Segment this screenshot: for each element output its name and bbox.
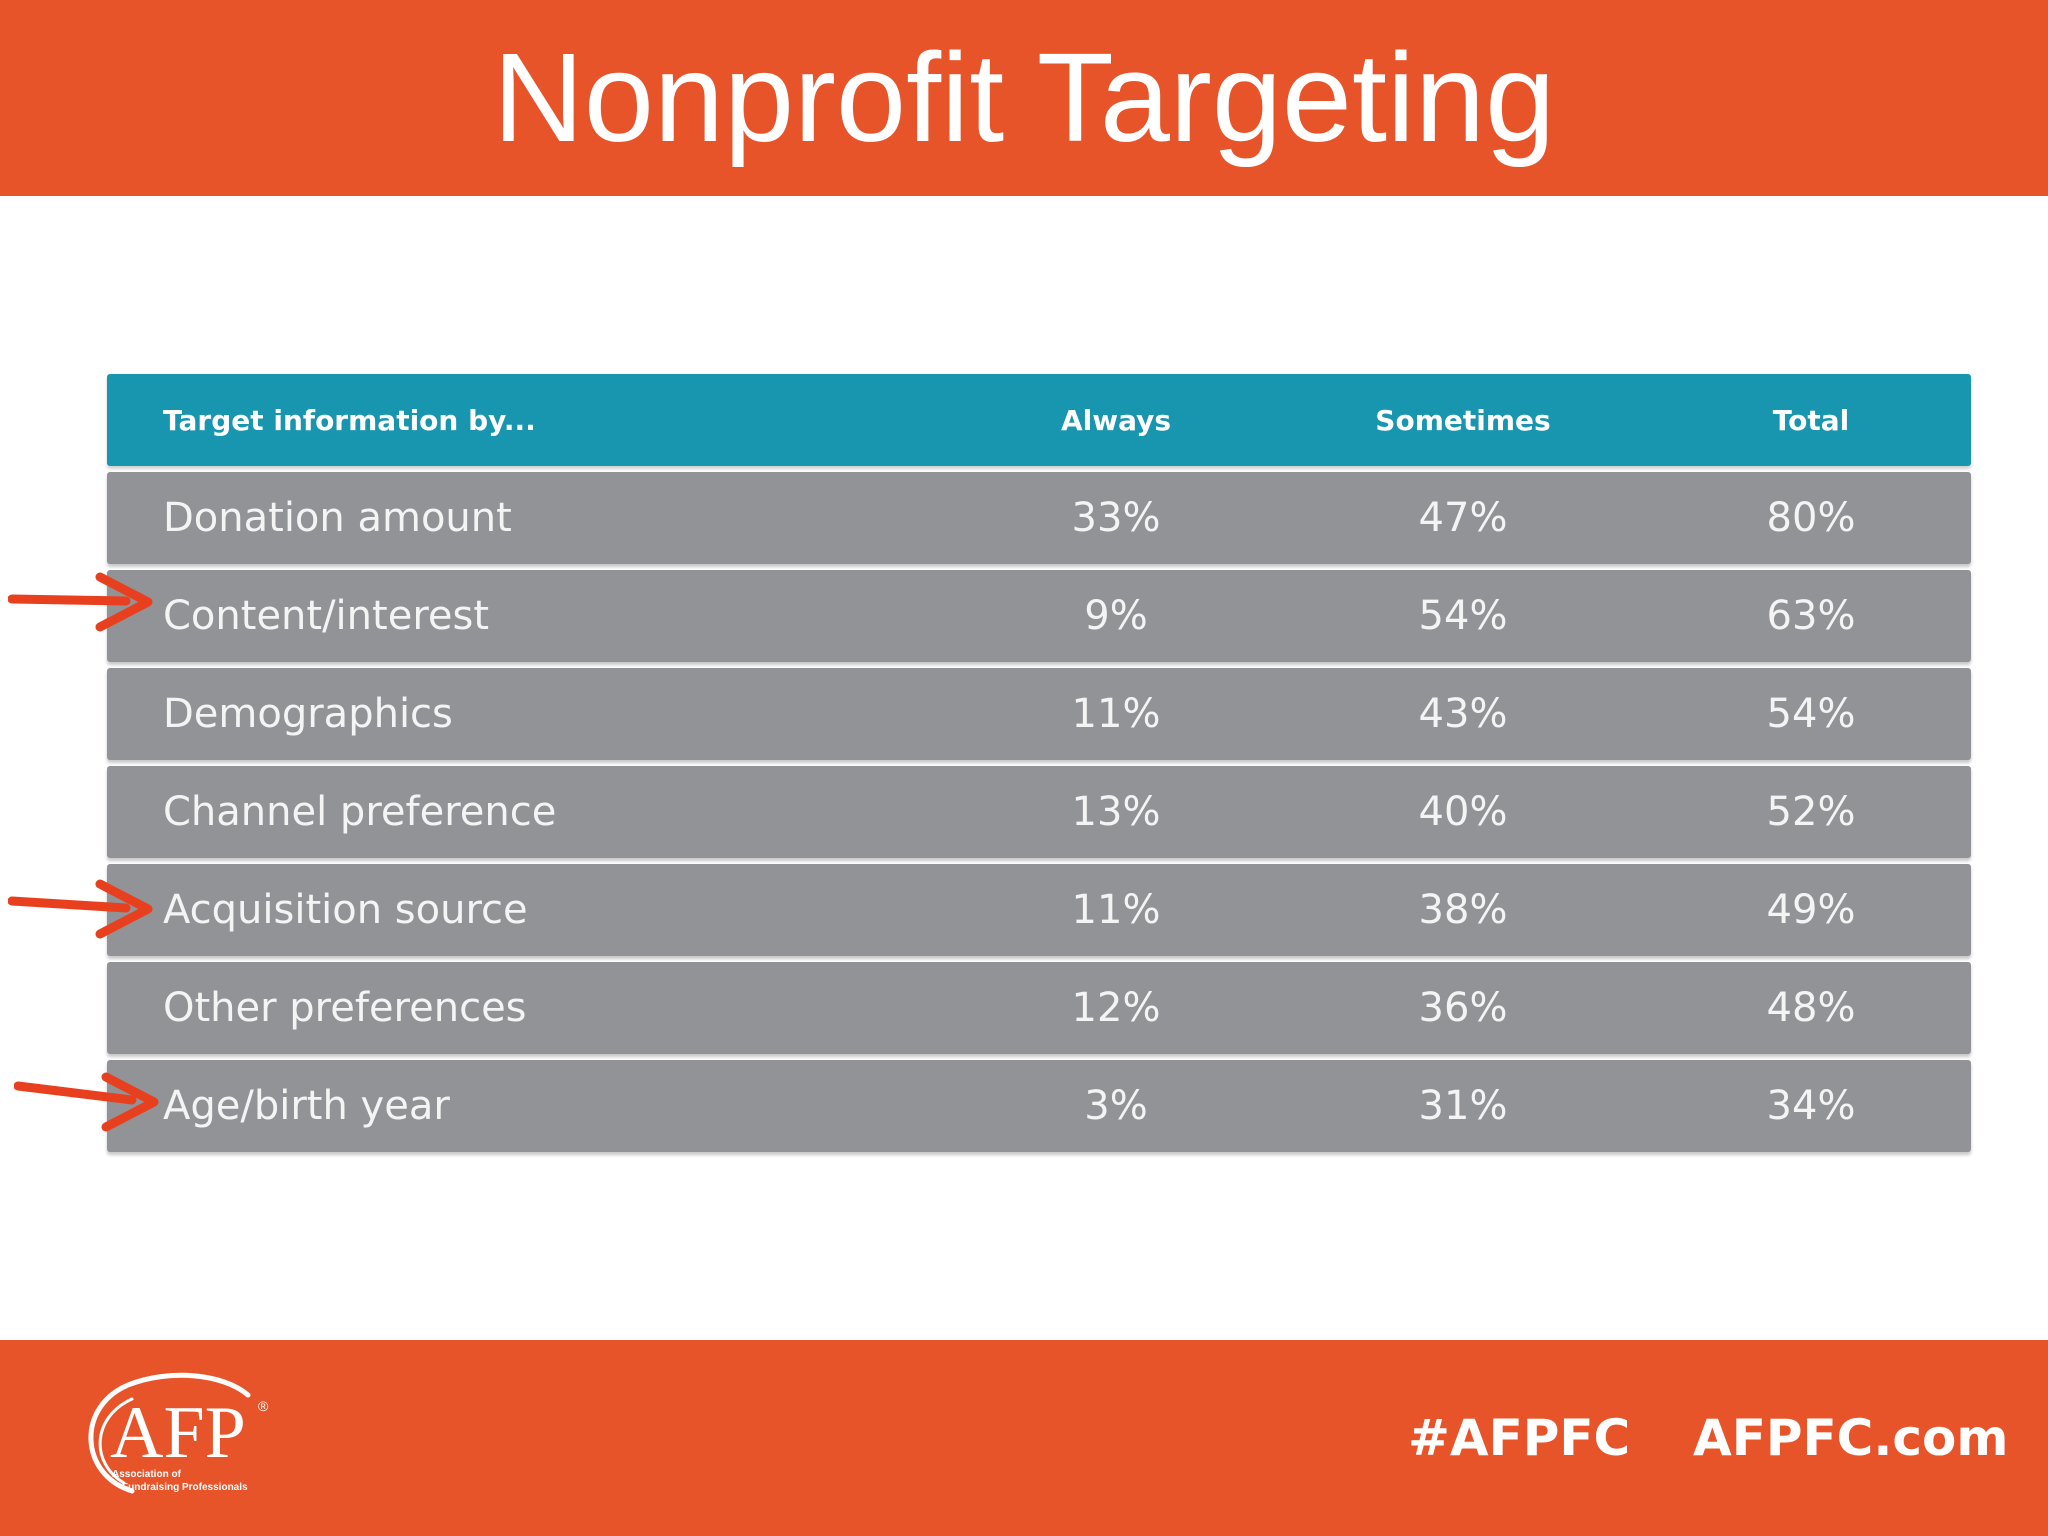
row-total-value: 80% xyxy=(1766,495,1856,541)
table-row: Donation amount 33% 47% 80% xyxy=(107,472,1971,564)
row-label: Other preferences xyxy=(163,985,527,1031)
row-label: Acquisition source xyxy=(163,887,528,933)
row-label: Channel preference xyxy=(163,789,557,835)
table-row: Other preferences 12% 36% 48% xyxy=(107,962,1971,1054)
logo-subtitle-line2: Fundraising Professionals xyxy=(122,1482,248,1493)
row-total-value: 52% xyxy=(1766,789,1856,835)
row-label: Donation amount xyxy=(163,495,512,541)
arrow-right-icon xyxy=(8,879,153,939)
row-total-value: 48% xyxy=(1766,985,1856,1031)
row-always-value: 33% xyxy=(1071,495,1161,541)
row-sometimes-value: 40% xyxy=(1418,789,1508,835)
table-row: Channel preference 13% 40% 52% xyxy=(107,766,1971,858)
table-header-row: Target information by... Always Sometime… xyxy=(107,374,1971,466)
row-sometimes-value: 36% xyxy=(1418,985,1508,1031)
row-sometimes-value: 43% xyxy=(1418,691,1508,737)
targeting-table: Target information by... Always Sometime… xyxy=(107,374,1971,1158)
row-label: Demographics xyxy=(163,691,453,737)
row-always-value: 11% xyxy=(1071,691,1161,737)
header-always: Always xyxy=(1060,403,1172,437)
footer-hashtag: #AFPFC xyxy=(1408,1409,1631,1467)
header-target-information: Target information by... xyxy=(163,403,536,437)
table-row: Demographics 11% 43% 54% xyxy=(107,668,1971,760)
slide-title: Nonprofit Targeting xyxy=(492,27,1556,168)
row-sometimes-value: 47% xyxy=(1418,495,1508,541)
row-always-value: 12% xyxy=(1071,985,1161,1031)
footer-website: AFPFC.com xyxy=(1693,1409,2009,1467)
table-row: Acquisition source 11% 38% 49% xyxy=(107,864,1971,956)
arrow-right-icon xyxy=(14,1072,159,1132)
arrow-right-icon xyxy=(8,572,153,632)
logo-subtitle-line1: Association of xyxy=(112,1469,182,1480)
row-total-value: 49% xyxy=(1766,887,1856,933)
row-always-value: 3% xyxy=(1084,1083,1148,1129)
row-label: Age/birth year xyxy=(163,1083,450,1129)
header-total: Total xyxy=(1772,403,1850,437)
row-sometimes-value: 31% xyxy=(1418,1083,1508,1129)
row-sometimes-value: 54% xyxy=(1418,593,1508,639)
row-sometimes-value: 38% xyxy=(1418,887,1508,933)
row-always-value: 9% xyxy=(1084,593,1148,639)
afp-logo: AFP ® Association of Fundraising Profess… xyxy=(88,1372,269,1494)
logo-wordmark: AFP xyxy=(110,1392,246,1474)
row-label: Content/interest xyxy=(163,593,490,639)
header-sometimes: Sometimes xyxy=(1375,403,1551,437)
table-row: Content/interest 9% 54% 63% xyxy=(107,570,1971,662)
row-always-value: 11% xyxy=(1071,887,1161,933)
table-row: Age/birth year 3% 31% 34% xyxy=(107,1060,1971,1152)
row-total-value: 63% xyxy=(1766,593,1856,639)
logo-registered-mark: ® xyxy=(258,1398,269,1414)
title-bar xyxy=(0,0,2048,196)
row-total-value: 54% xyxy=(1766,691,1856,737)
row-total-value: 34% xyxy=(1766,1083,1856,1129)
row-always-value: 13% xyxy=(1071,789,1161,835)
footer-bar xyxy=(0,1340,2048,1536)
